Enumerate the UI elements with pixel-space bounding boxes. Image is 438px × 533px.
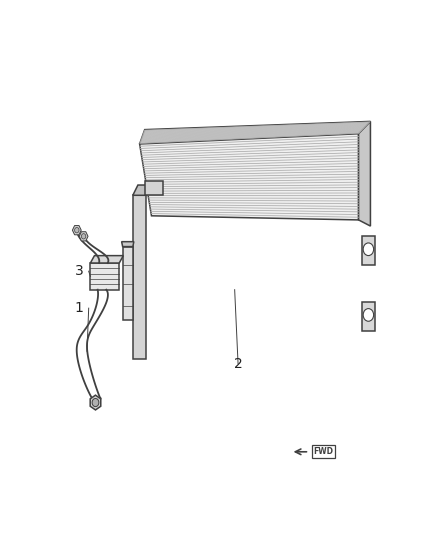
Polygon shape <box>90 256 124 263</box>
Polygon shape <box>123 247 133 320</box>
Polygon shape <box>133 185 151 195</box>
Polygon shape <box>145 181 163 195</box>
Polygon shape <box>140 122 371 144</box>
Circle shape <box>92 399 99 407</box>
Circle shape <box>363 309 374 321</box>
Circle shape <box>81 233 86 239</box>
Text: 3: 3 <box>75 264 84 278</box>
Circle shape <box>74 228 79 233</box>
Polygon shape <box>90 395 101 410</box>
FancyBboxPatch shape <box>312 445 336 458</box>
Polygon shape <box>79 232 88 241</box>
Text: FWD: FWD <box>314 447 334 456</box>
Polygon shape <box>140 134 359 220</box>
Polygon shape <box>362 236 375 265</box>
Polygon shape <box>72 225 81 235</box>
Polygon shape <box>133 195 146 359</box>
Polygon shape <box>359 122 371 226</box>
Polygon shape <box>362 302 375 330</box>
Text: 1: 1 <box>75 301 84 315</box>
Circle shape <box>363 243 374 256</box>
Polygon shape <box>90 263 119 290</box>
Polygon shape <box>122 241 134 247</box>
Text: 2: 2 <box>234 357 242 370</box>
